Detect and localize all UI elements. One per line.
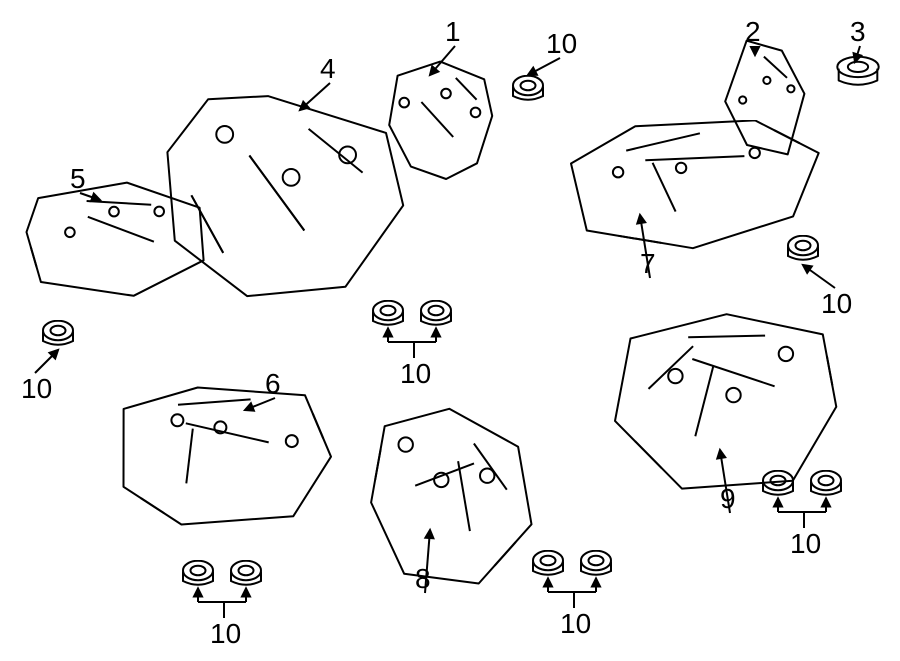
fastener-grommet — [40, 320, 76, 350]
callout-label: 7 — [640, 250, 656, 278]
fastener-grommet — [180, 560, 216, 590]
callout-label: 3 — [850, 18, 866, 46]
callout-label: 10 — [790, 530, 821, 558]
callout-label: 2 — [745, 18, 761, 46]
center-lower-shield — [360, 400, 540, 590]
callout-label: 4 — [320, 55, 336, 83]
parts-diagram: 10 10 10 10 10 10 10 1 2 3 4 5 6 — [0, 0, 900, 661]
fastener-grommet — [785, 235, 821, 265]
callout-label: 10 — [210, 620, 241, 648]
right-upper-shield — [560, 120, 820, 250]
fastener-grommet — [228, 560, 264, 590]
callout-label: 10 — [21, 375, 52, 403]
callout-label: 1 — [445, 18, 461, 46]
fastener-grommet — [808, 470, 844, 500]
side-shield-left — [20, 180, 210, 300]
callout-label: 10 — [560, 610, 591, 638]
fastener-grommet — [370, 300, 406, 330]
right-lower-cover — [610, 310, 840, 490]
callout-label: 5 — [70, 165, 86, 193]
fastener-grommet — [578, 550, 614, 580]
fastener-grommet — [530, 550, 566, 580]
callout-label: 10 — [821, 290, 852, 318]
callout-label: 6 — [265, 370, 281, 398]
callout-label: 10 — [400, 360, 431, 388]
callout-label: 8 — [415, 565, 431, 593]
callout-label: 9 — [720, 485, 736, 513]
fastener-grommet — [760, 470, 796, 500]
fastener-grommet — [418, 300, 454, 330]
grommet-single — [835, 55, 881, 89]
callout-label: 10 — [546, 30, 577, 58]
mid-shield — [110, 380, 340, 530]
fastener-grommet — [510, 75, 546, 105]
